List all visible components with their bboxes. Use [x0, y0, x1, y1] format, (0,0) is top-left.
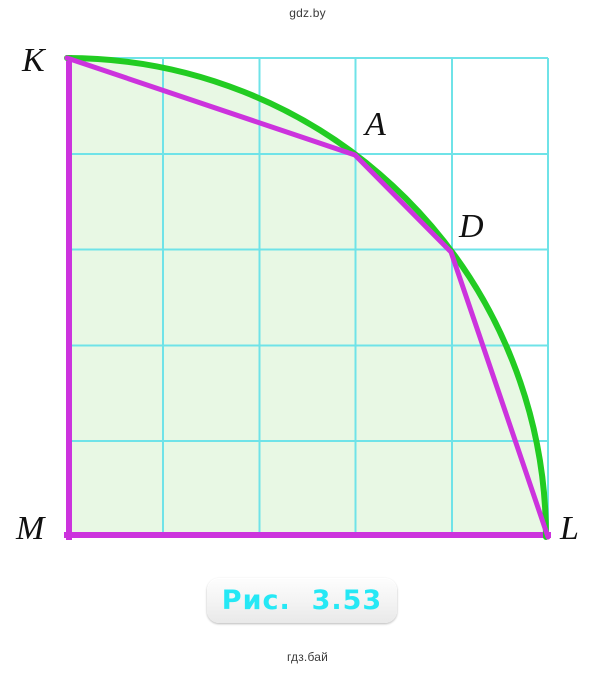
square-sides: [64, 55, 551, 540]
vertex-label-K: K: [22, 42, 45, 79]
watermark-bottom: гдз.бай: [286, 650, 329, 664]
geometry-svg: [64, 55, 551, 540]
vertex-label-A: A: [365, 106, 386, 143]
vertex-label-D: D: [459, 208, 484, 245]
figure-caption-text: Рис. 3.53: [221, 585, 383, 616]
polyline-KADL: [64, 55, 551, 540]
figure-diagram: K M L A D: [16, 42, 579, 547]
arc-KL: [64, 55, 549, 540]
watermark-top: gdz.by: [289, 6, 326, 20]
sector-fill: [67, 58, 546, 537]
vertex-label-L: L: [560, 510, 579, 547]
vertex-label-M: M: [16, 510, 45, 547]
figure-caption-plate: Рис. 3.53: [207, 578, 397, 623]
